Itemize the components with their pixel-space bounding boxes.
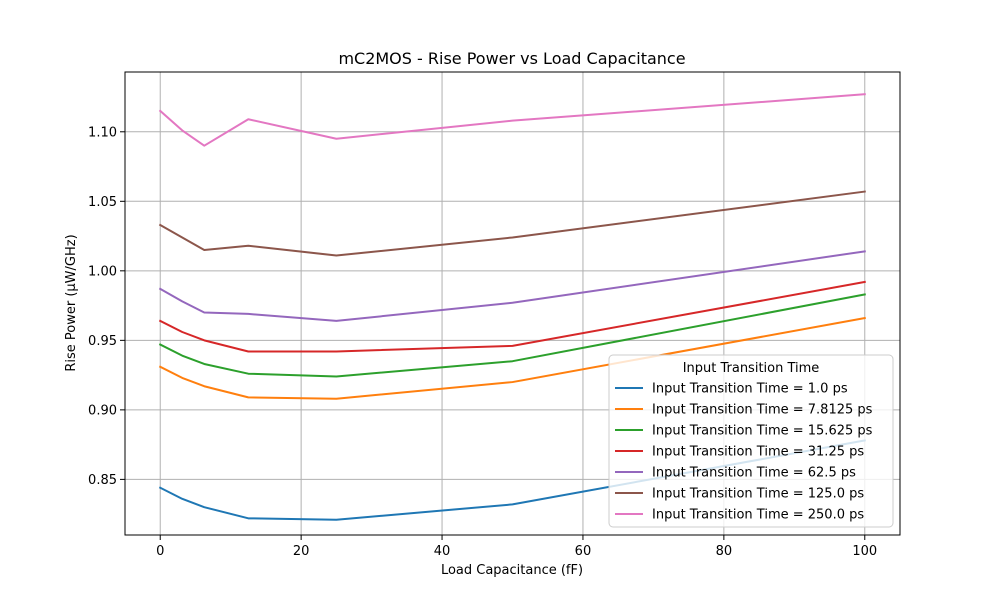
x-tick-label: 40: [434, 544, 451, 559]
y-tick-label: 1.05: [88, 195, 117, 210]
series-line-0: [158, 439, 866, 521]
legend-entries: Input Transition Time = 1.0 ps Input Tran…: [615, 382, 873, 523]
ticks: 0 20 40 60 80 100 0.85 0.90 0.95 1.00 1.05 1.10: [88, 125, 877, 559]
legend-label-4: Input Transition Time = 62.5 ps: [652, 466, 856, 481]
x-tick-label: 20: [293, 544, 310, 559]
x-tick-label: 0: [156, 544, 164, 559]
series-line-6: [158, 93, 866, 147]
series-line-3: [158, 280, 866, 353]
series-line-4: [158, 250, 866, 322]
legend-label-5: Input Transition Time = 125.0 ps: [652, 487, 864, 502]
y-tick-label: 0.90: [88, 403, 117, 418]
x-tick-label: 80: [716, 544, 733, 559]
legend-label-3: Input Transition Time = 31.25 ps: [652, 445, 864, 460]
legend: Input Transition Time Input Transition T…: [608, 354, 894, 528]
series-line-2: [158, 293, 866, 378]
y-tick-label: 1.00: [88, 264, 117, 279]
series-line-5: [158, 190, 866, 257]
y-tick-label: 0.95: [88, 334, 117, 349]
legend-title: Input Transition Time: [683, 361, 820, 376]
y-tick-label: 0.85: [88, 473, 117, 488]
y-axis-label: Rise Power (µW/GHz): [64, 234, 79, 371]
x-axis-label: Load Capacitance (fF): [441, 563, 583, 578]
x-tick-label: 100: [852, 544, 877, 559]
series-layer: [158, 93, 866, 521]
legend-label-1: Input Transition Time = 7.8125 ps: [652, 403, 873, 418]
series-line-1: [158, 316, 866, 400]
legend-label-2: Input Transition Time = 15.625 ps: [652, 424, 873, 439]
legend-label-0: Input Transition Time = 1.0 ps: [652, 382, 848, 397]
y-tick-label: 1.10: [88, 125, 117, 140]
chart-title: mC2MOS - Rise Power vs Load Capacitance: [338, 49, 685, 68]
plot-frame: [124, 71, 901, 536]
legend-box: [608, 354, 894, 528]
x-tick-label: 60: [575, 544, 592, 559]
legend-label-6: Input Transition Time = 250.0 ps: [652, 508, 864, 523]
